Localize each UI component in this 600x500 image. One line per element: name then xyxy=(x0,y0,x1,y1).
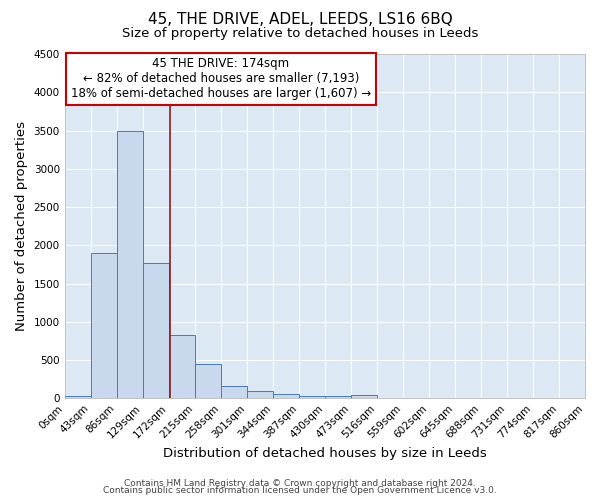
Bar xyxy=(221,386,247,398)
Bar xyxy=(325,396,351,398)
Bar xyxy=(195,364,221,398)
X-axis label: Distribution of detached houses by size in Leeds: Distribution of detached houses by size … xyxy=(163,447,487,460)
Bar xyxy=(351,394,377,398)
Bar xyxy=(143,262,169,398)
Text: Size of property relative to detached houses in Leeds: Size of property relative to detached ho… xyxy=(122,28,478,40)
Y-axis label: Number of detached properties: Number of detached properties xyxy=(15,121,28,331)
Bar xyxy=(65,396,91,398)
Bar xyxy=(117,130,143,398)
Text: 45, THE DRIVE, ADEL, LEEDS, LS16 6BQ: 45, THE DRIVE, ADEL, LEEDS, LS16 6BQ xyxy=(148,12,452,28)
Bar xyxy=(273,394,299,398)
Text: 45 THE DRIVE: 174sqm
← 82% of detached houses are smaller (7,193)
18% of semi-de: 45 THE DRIVE: 174sqm ← 82% of detached h… xyxy=(71,58,371,100)
Bar xyxy=(169,335,195,398)
Text: Contains public sector information licensed under the Open Government Licence v3: Contains public sector information licen… xyxy=(103,486,497,495)
Bar xyxy=(299,396,325,398)
Bar xyxy=(91,253,117,398)
Bar xyxy=(247,392,273,398)
Text: Contains HM Land Registry data © Crown copyright and database right 2024.: Contains HM Land Registry data © Crown c… xyxy=(124,478,476,488)
